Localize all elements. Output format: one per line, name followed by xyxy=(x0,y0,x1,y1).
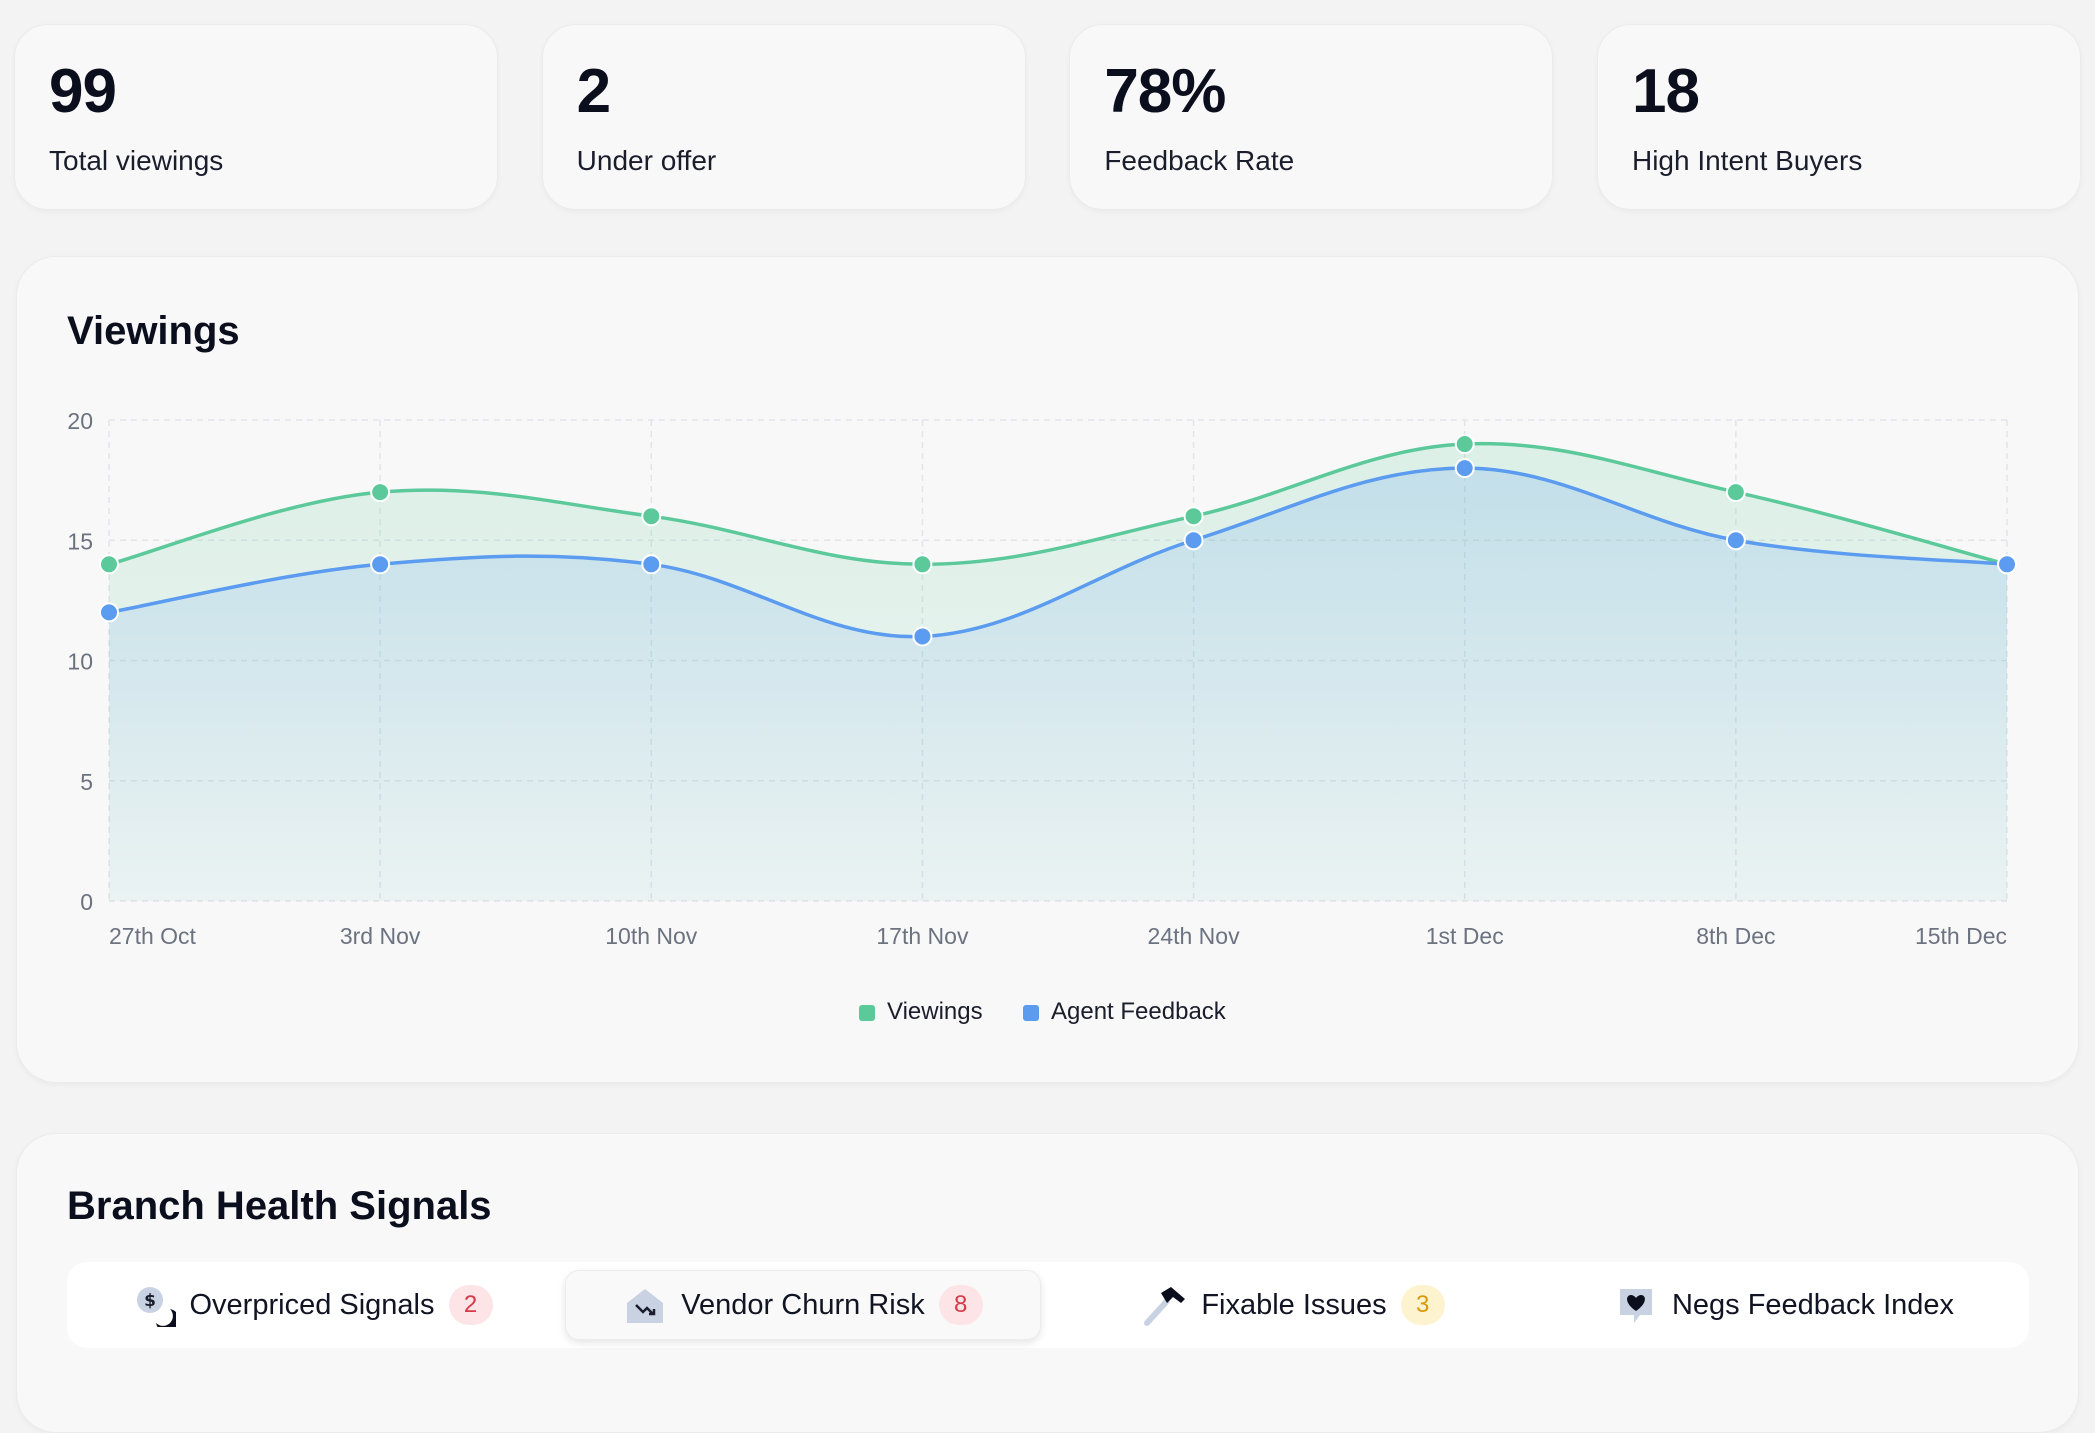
legend-swatch[interactable] xyxy=(859,1005,875,1021)
x-tick-label: 8th Dec xyxy=(1696,923,1775,949)
stat-value: 99 xyxy=(49,57,117,126)
tab-negs-feedback-index[interactable]: Negs Feedback Index xyxy=(1547,1270,2021,1340)
stat-label: Total viewings xyxy=(49,145,224,176)
data-point-viewings[interactable] xyxy=(912,554,933,575)
count-badge: 2 xyxy=(448,1285,493,1325)
viewings-chart: 0 5 10 15 20 27th Oct 3rd Nov 10th Nov 17th Nov 2… xyxy=(67,408,2017,1025)
data-point-agent-feedback[interactable] xyxy=(1725,530,1746,551)
x-tick-label: 15th Dec xyxy=(1915,923,2007,949)
hammer-icon xyxy=(1144,1287,1186,1326)
y-tick-label: 10 xyxy=(67,649,93,675)
stat-label: High Intent Buyers xyxy=(1631,145,1863,176)
x-tick-label: 10th Nov xyxy=(605,923,698,949)
stat-card-under-offer[interactable]: 2 Under offer xyxy=(541,24,1026,210)
tab-label: Overpriced Signals xyxy=(189,1288,435,1321)
x-tick-label: 27th Oct xyxy=(109,923,197,949)
series-line-viewings xyxy=(108,441,2008,567)
data-point-viewings[interactable] xyxy=(1183,506,1204,527)
stat-card-high-intent-buyers[interactable]: 18 High Intent Buyers xyxy=(1596,24,2081,210)
data-point-viewings[interactable] xyxy=(1454,434,1475,455)
tab-vendor-churn-risk[interactable]: Vendor Churn Risk 8 xyxy=(565,1270,1041,1340)
branch-health-title: Branch Health Signals xyxy=(67,1184,492,1228)
stat-value: 78% xyxy=(1104,57,1226,126)
stat-value: 18 xyxy=(1631,57,1700,126)
data-point-agent-feedback[interactable] xyxy=(1454,458,1475,479)
data-point-agent-feedback[interactable] xyxy=(1997,554,2017,575)
legend-label[interactable]: Viewings xyxy=(887,998,983,1025)
viewings-panel: Viewings 0 5 10 15 20 27th Oct 3rd Nov 10th Nov… xyxy=(16,256,2079,1083)
stat-label: Feedback Rate xyxy=(1104,145,1295,176)
stat-label: Under offer xyxy=(576,145,717,176)
stat-card-feedback-rate[interactable]: 78% Feedback Rate xyxy=(1069,24,1554,210)
svg-text:$: $ xyxy=(144,1291,156,1311)
x-tick-label: 24th Nov xyxy=(1148,923,1241,949)
dollar-moon-icon: $ xyxy=(136,1287,176,1327)
viewings-title: Viewings xyxy=(67,309,240,353)
count-badge: 3 xyxy=(1400,1285,1445,1325)
series-line-agent-feedback xyxy=(108,466,2008,639)
data-point-viewings[interactable] xyxy=(370,482,391,503)
tab-label: Fixable Issues xyxy=(1201,1288,1387,1321)
series-area-agent-feedback xyxy=(109,468,2007,901)
data-point-agent-feedback[interactable] xyxy=(370,554,391,575)
data-point-viewings[interactable] xyxy=(99,554,119,575)
legend-label[interactable]: Agent Feedback xyxy=(1051,998,1227,1025)
data-point-viewings[interactable] xyxy=(1725,482,1746,503)
y-tick-label: 0 xyxy=(80,889,93,915)
tab-label: Vendor Churn Risk xyxy=(681,1288,925,1321)
data-point-agent-feedback[interactable] xyxy=(912,626,933,647)
y-tick-label: 5 xyxy=(80,769,93,795)
data-point-agent-feedback[interactable] xyxy=(99,602,119,623)
stats-row: 99 Total viewings 2 Under offer 78% Feed… xyxy=(14,24,2081,210)
house-trend-down-icon xyxy=(627,1289,664,1323)
y-tick-label: 15 xyxy=(67,528,93,554)
legend-swatch[interactable] xyxy=(1023,1005,1039,1021)
x-tick-label: 1st Dec xyxy=(1426,923,1504,949)
data-point-viewings[interactable] xyxy=(641,506,662,527)
stat-value: 2 xyxy=(576,57,611,126)
x-tick-label: 17th Nov xyxy=(876,923,969,949)
tab-overpriced-signals[interactable]: $ Overpriced Signals 2 xyxy=(75,1270,549,1340)
tab-fixable-issues[interactable]: Fixable Issues 3 xyxy=(1057,1270,1531,1340)
branch-health-panel: Branch Health Signals $ Overpriced Signa… xyxy=(16,1133,2079,1433)
signals-tab-bar: $ Overpriced Signals 2 Vendor Churn Risk… xyxy=(67,1262,2029,1348)
x-tick-label: 3rd Nov xyxy=(340,923,421,949)
data-point-agent-feedback[interactable] xyxy=(1183,530,1204,551)
heart-chat-icon xyxy=(1619,1289,1652,1323)
count-badge: 8 xyxy=(938,1285,983,1325)
y-tick-label: 20 xyxy=(67,408,93,434)
stat-card-total-viewings[interactable]: 99 Total viewings xyxy=(14,24,498,210)
tab-label: Negs Feedback Index xyxy=(1671,1288,1955,1321)
data-point-agent-feedback[interactable] xyxy=(641,554,662,575)
